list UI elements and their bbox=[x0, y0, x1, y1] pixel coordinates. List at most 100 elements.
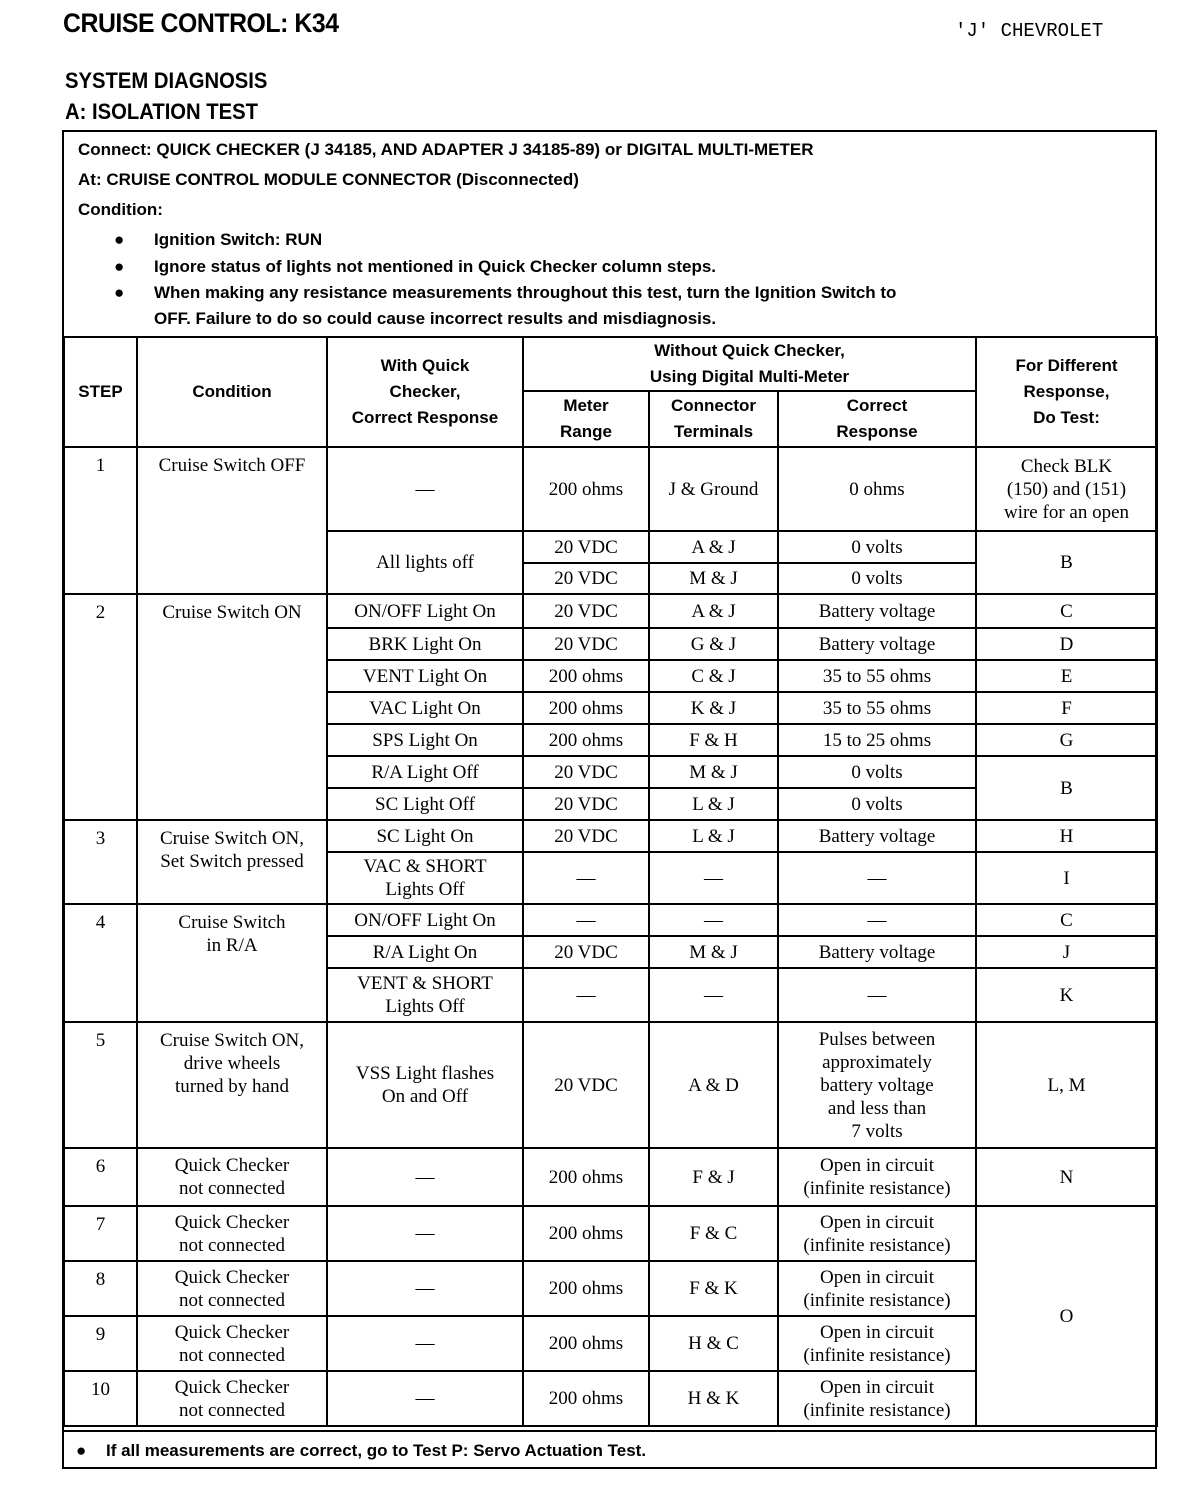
table-row: 3 Cruise Switch ON, Set Switch pressed S… bbox=[63, 819, 1158, 905]
header-connector-terminals: Connector Terminals bbox=[648, 390, 779, 448]
step-number: 8 bbox=[63, 1260, 138, 1317]
correct-response: Open in circuit (infinite resistance) bbox=[777, 1315, 977, 1372]
meter-range: 20 VDC bbox=[522, 562, 650, 595]
quick-response: VSS Light flashes On and Off bbox=[326, 1021, 524, 1149]
do-test: C bbox=[975, 903, 1158, 937]
table-row: VENT & SHORT Lights Off — — — K bbox=[64, 967, 1158, 1023]
table-row: VAC & SHORT Lights Off — — — I bbox=[64, 851, 1158, 905]
document-title: CRUISE CONTROL: K34 bbox=[63, 8, 339, 38]
meter-range: 200 ohms bbox=[522, 659, 650, 693]
table-row: VENT Light On 200 ohms C & J 35 to 55 oh… bbox=[64, 659, 1158, 693]
quick-response: R/A Light On bbox=[326, 935, 524, 969]
bullet-icon: ● bbox=[76, 1441, 87, 1460]
step-number: 2 bbox=[63, 593, 138, 821]
vehicle-label: 'J' CHEVROLET bbox=[955, 20, 1104, 42]
meter-range: 200 ohms bbox=[522, 1147, 650, 1207]
do-test: Check BLK (150) and (151) wire for an op… bbox=[975, 446, 1158, 532]
table-row: 10 Quick Checker not connected — 200 ohm… bbox=[63, 1370, 1157, 1427]
correct-response: Open in circuit (infinite resistance) bbox=[777, 1260, 977, 1317]
quick-response: VENT & SHORT Lights Off bbox=[326, 967, 524, 1023]
connector-terminals: H & K bbox=[648, 1370, 779, 1427]
section-heading: SYSTEM DIAGNOSIS bbox=[65, 68, 268, 93]
condition-cell: Quick Checker not connected bbox=[136, 1260, 328, 1317]
correct-response: Battery voltage bbox=[777, 935, 977, 969]
correct-response: Open in circuit (infinite resistance) bbox=[777, 1205, 977, 1262]
do-test: E bbox=[975, 659, 1158, 693]
table-row: 2 Cruise Switch ON ON/OFF Light On 20 VD… bbox=[63, 593, 1158, 821]
quick-response: SC Light Off bbox=[326, 787, 524, 821]
do-test: G bbox=[975, 723, 1158, 757]
condition-label: Condition: bbox=[78, 200, 163, 219]
table-row: 1 Cruise Switch OFF — 200 ohms J & Groun… bbox=[63, 446, 1158, 595]
meter-range: 200 ohms bbox=[522, 723, 650, 757]
bullet-icon: ● bbox=[114, 257, 125, 276]
connector-terminals: — bbox=[648, 967, 779, 1023]
correct-response: 35 to 55 ohms bbox=[777, 691, 977, 725]
step-number: 6 bbox=[63, 1147, 138, 1207]
condition-cell: Quick Checker not connected bbox=[136, 1315, 328, 1372]
bullet-icon: ● bbox=[114, 283, 125, 302]
header-meter-range: Meter Range bbox=[522, 390, 650, 448]
table-row: 8 Quick Checker not connected — 200 ohms… bbox=[63, 1260, 1157, 1317]
connector-terminals: A & J bbox=[648, 530, 779, 564]
correct-response: 0 ohms bbox=[777, 446, 977, 532]
header-quick-checker: With Quick Checker, Correct Response bbox=[326, 336, 524, 448]
do-test: L, M bbox=[975, 1021, 1158, 1149]
correct-response: Battery voltage bbox=[777, 627, 977, 661]
condition-bullet: Ignore status of lights not mentioned in… bbox=[154, 257, 717, 276]
quick-response: SPS Light On bbox=[326, 723, 524, 757]
connector-terminals: M & J bbox=[648, 562, 779, 595]
step-number: 5 bbox=[63, 1021, 138, 1149]
header-condition: Condition bbox=[136, 336, 328, 448]
table-row: 5 Cruise Switch ON, drive wheels turned … bbox=[63, 1021, 1158, 1149]
meter-range: 20 VDC bbox=[522, 819, 650, 853]
correct-response: 0 volts bbox=[777, 530, 977, 564]
step-number: 1 bbox=[63, 446, 138, 595]
step-number: 9 bbox=[63, 1315, 138, 1372]
correct-response: 15 to 25 ohms bbox=[777, 723, 977, 757]
footer-text: If all measurements are correct, go to T… bbox=[106, 1441, 647, 1460]
quick-response: BRK Light On bbox=[326, 627, 524, 661]
header-step: STEP bbox=[63, 336, 138, 448]
table-row: SC Light Off 20 VDC L & J 0 volts bbox=[64, 787, 1157, 821]
correct-response: 0 volts bbox=[777, 562, 977, 595]
connector-terminals: H & C bbox=[648, 1315, 779, 1372]
meter-range: — bbox=[522, 851, 650, 905]
do-test: N bbox=[975, 1147, 1158, 1207]
do-test: C bbox=[975, 593, 1158, 629]
do-test: I bbox=[975, 851, 1158, 905]
diagnosis-table: STEP Condition With Quick Checker, Corre… bbox=[63, 336, 1158, 1427]
header-do-test: For Different Response, Do Test: bbox=[975, 336, 1158, 448]
meter-range: 20 VDC bbox=[522, 1021, 650, 1149]
step-number: 7 bbox=[63, 1205, 138, 1262]
connector-terminals: C & J bbox=[648, 659, 779, 693]
correct-response: Pulses between approximately battery vol… bbox=[777, 1021, 977, 1149]
condition-cell: Quick Checker not connected bbox=[136, 1370, 328, 1427]
correct-response: Battery voltage bbox=[777, 593, 977, 629]
connector-terminals: M & J bbox=[648, 935, 779, 969]
test-heading: A: ISOLATION TEST bbox=[65, 99, 259, 124]
step-number: 4 bbox=[63, 903, 138, 1023]
table-row: All lights off 20 VDC A & J 0 volts B bbox=[64, 530, 1158, 595]
connector-terminals: M & J bbox=[648, 755, 779, 789]
correct-response: — bbox=[777, 903, 977, 937]
quick-response: — bbox=[326, 1260, 524, 1317]
table-row: R/A Light Off 20 VDC M & J 0 volts B bbox=[64, 755, 1158, 821]
correct-response: Open in circuit (infinite resistance) bbox=[777, 1370, 977, 1427]
quick-response: — bbox=[326, 1370, 524, 1427]
meter-range: 20 VDC bbox=[522, 787, 650, 821]
connector-terminals: J & Ground bbox=[648, 446, 779, 532]
connector-terminals: F & H bbox=[648, 723, 779, 757]
quick-response: — bbox=[326, 1147, 524, 1207]
quick-response: SC Light On bbox=[326, 819, 524, 853]
correct-response: Open in circuit (infinite resistance) bbox=[777, 1147, 977, 1207]
do-test: K bbox=[975, 967, 1158, 1023]
table-row: BRK Light On 20 VDC G & J Battery voltag… bbox=[64, 627, 1158, 661]
table-row: 9 Quick Checker not connected — 200 ohms… bbox=[63, 1315, 1157, 1372]
condition-cell: Cruise Switch in R/A bbox=[136, 903, 328, 1023]
condition-cell: Quick Checker not connected bbox=[136, 1205, 328, 1262]
condition-bullet: Ignition Switch: RUN bbox=[154, 230, 323, 249]
meter-range: 20 VDC bbox=[522, 530, 650, 564]
condition-cell: Quick Checker not connected bbox=[136, 1147, 328, 1207]
connector-terminals: F & J bbox=[648, 1147, 779, 1207]
